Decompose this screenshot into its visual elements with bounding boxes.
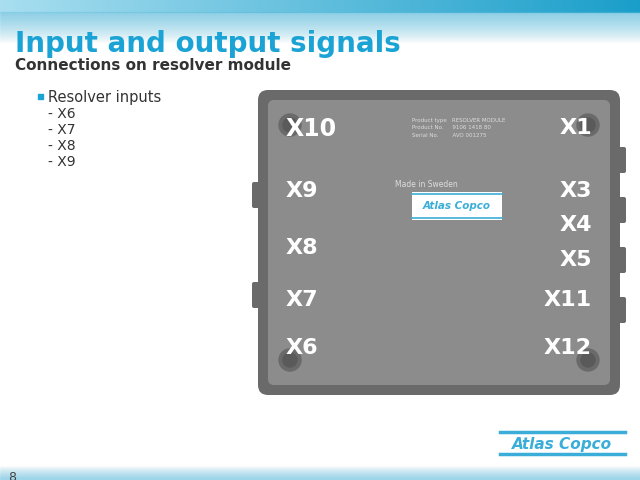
- Text: Atlas Copco: Atlas Copco: [422, 201, 491, 211]
- FancyBboxPatch shape: [252, 182, 272, 208]
- Text: Product type   RESOLVER MODULE
Product No.     9106 1418 80
Serial No.        AV: Product type RESOLVER MODULE Product No.…: [412, 118, 505, 138]
- Text: X7: X7: [286, 289, 319, 310]
- FancyBboxPatch shape: [606, 197, 626, 223]
- Bar: [38, 94, 43, 99]
- FancyBboxPatch shape: [606, 247, 626, 273]
- Text: Input and output signals: Input and output signals: [15, 30, 401, 58]
- Text: ..: ..: [18, 471, 30, 480]
- Text: Connections on resolver module: Connections on resolver module: [15, 58, 291, 73]
- Text: X8: X8: [286, 238, 319, 258]
- Text: X12: X12: [544, 338, 592, 358]
- Text: - X7: - X7: [48, 123, 76, 137]
- FancyBboxPatch shape: [268, 100, 610, 385]
- Text: - X8: - X8: [48, 139, 76, 153]
- FancyBboxPatch shape: [606, 147, 626, 173]
- Text: - X9: - X9: [48, 155, 76, 169]
- FancyBboxPatch shape: [252, 282, 272, 308]
- Circle shape: [283, 353, 297, 367]
- FancyBboxPatch shape: [606, 297, 626, 323]
- Text: 8: 8: [8, 471, 16, 480]
- Circle shape: [283, 118, 297, 132]
- Text: X6: X6: [286, 338, 319, 358]
- Bar: [412, 192, 502, 220]
- FancyBboxPatch shape: [258, 90, 620, 395]
- Text: Atlas Copco: Atlas Copco: [513, 437, 612, 452]
- Circle shape: [279, 114, 301, 136]
- Text: X1: X1: [559, 119, 592, 139]
- Circle shape: [581, 353, 595, 367]
- Circle shape: [581, 118, 595, 132]
- Text: X11: X11: [544, 289, 592, 310]
- Text: X3: X3: [559, 181, 592, 201]
- Circle shape: [577, 349, 599, 371]
- Text: - X6: - X6: [48, 107, 76, 121]
- Text: Made in Sweden: Made in Sweden: [394, 180, 458, 189]
- Text: X4: X4: [559, 216, 592, 235]
- Text: X10: X10: [286, 117, 337, 141]
- Text: Resolver inputs: Resolver inputs: [48, 90, 161, 105]
- Text: X5: X5: [559, 250, 592, 270]
- Circle shape: [577, 114, 599, 136]
- Text: X9: X9: [286, 181, 319, 201]
- Circle shape: [279, 349, 301, 371]
